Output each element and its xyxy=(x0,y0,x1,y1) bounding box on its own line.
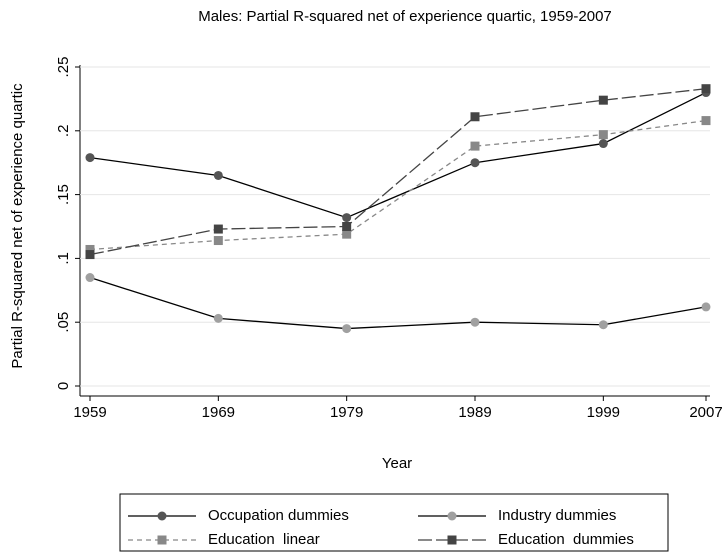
x-tick-label: 1989 xyxy=(458,404,491,421)
x-tick-label: 1999 xyxy=(587,404,620,421)
marker xyxy=(598,95,608,105)
x-tick-label: 1959 xyxy=(73,404,106,421)
marker xyxy=(598,320,608,330)
y-tick-label: .05 xyxy=(55,312,72,333)
marker xyxy=(342,213,352,223)
chart-title: Males: Partial R-squared net of experien… xyxy=(198,8,612,25)
legend-label: Education linear xyxy=(208,531,320,548)
marker xyxy=(447,535,457,545)
y-tick-label: .15 xyxy=(55,184,72,205)
marker xyxy=(342,324,352,334)
marker xyxy=(701,116,711,126)
y-tick-label: .25 xyxy=(55,57,72,78)
marker xyxy=(470,112,480,122)
marker xyxy=(85,273,95,283)
marker xyxy=(213,313,223,323)
marker xyxy=(213,224,223,234)
marker xyxy=(213,236,223,246)
y-axis-label: Partial R-squared net of experience quar… xyxy=(9,83,26,369)
marker xyxy=(342,229,352,239)
x-tick-label: 1979 xyxy=(330,404,363,421)
marker xyxy=(598,139,608,149)
legend-label: Industry dummies xyxy=(498,507,616,524)
marker xyxy=(85,153,95,163)
marker xyxy=(447,511,457,521)
x-axis-label: Year xyxy=(382,455,412,472)
marker xyxy=(701,302,711,312)
marker xyxy=(342,222,352,231)
marker xyxy=(157,535,167,545)
series-line xyxy=(89,276,707,330)
series-line xyxy=(89,88,707,256)
y-tick-label: .1 xyxy=(55,252,72,265)
y-tick-label: 0 xyxy=(55,382,72,390)
marker xyxy=(213,170,223,180)
marker xyxy=(701,84,711,94)
marker xyxy=(85,244,95,254)
y-tick-label: .2 xyxy=(55,125,72,138)
legend-label: Education dummies xyxy=(498,531,634,548)
x-tick-label: 2007 xyxy=(689,404,722,421)
marker xyxy=(470,158,480,168)
series-line xyxy=(89,119,707,251)
marker xyxy=(157,511,167,521)
x-tick-label: 1969 xyxy=(202,404,235,421)
marker xyxy=(470,141,480,151)
legend-label: Occupation dummies xyxy=(208,507,349,524)
legend-box xyxy=(119,493,669,552)
marker xyxy=(85,250,95,260)
marker xyxy=(470,317,480,327)
marker xyxy=(598,130,608,140)
